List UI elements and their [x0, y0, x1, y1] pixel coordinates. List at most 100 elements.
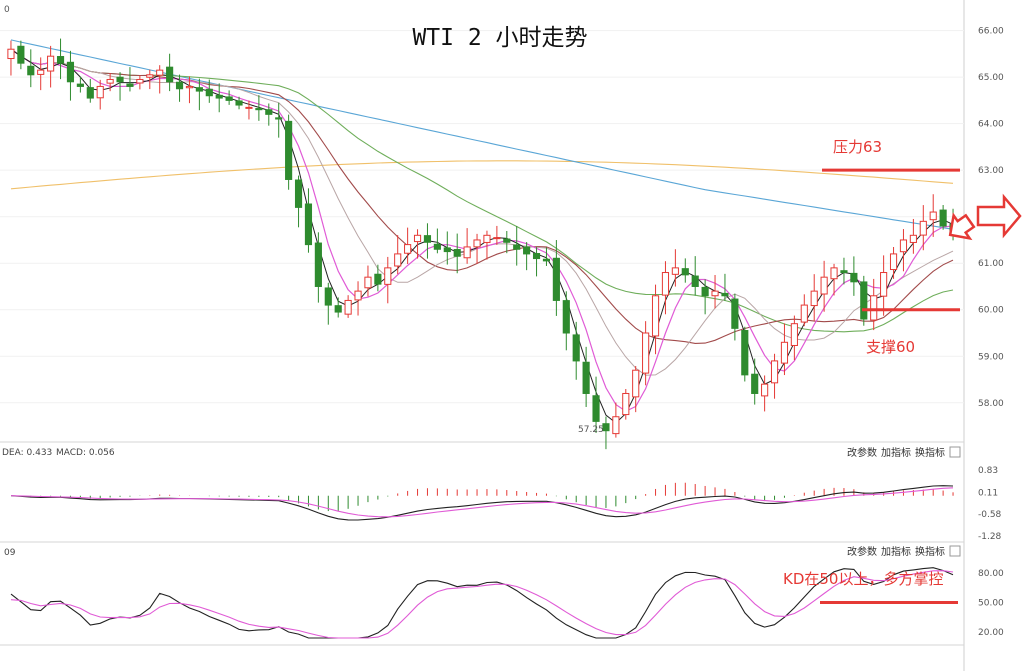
candle-body — [632, 369, 640, 398]
candle — [919, 205, 927, 251]
kd-d-line — [10, 570, 954, 639]
macd-tick-label: 0.11 — [978, 488, 998, 498]
candle — [86, 78, 94, 103]
macd-tick-label: 0.83 — [978, 466, 998, 476]
candle — [780, 323, 789, 376]
candle — [453, 233, 461, 274]
kd-close-icon[interactable] — [949, 545, 961, 557]
candle-body — [453, 249, 461, 257]
candle — [939, 205, 947, 230]
macd-close-icon[interactable] — [949, 446, 961, 458]
candle-body — [324, 287, 332, 306]
up-arrow-icon — [948, 212, 976, 241]
candle — [225, 90, 233, 105]
ma250-line — [10, 160, 954, 190]
candle — [701, 279, 709, 315]
candle-body — [711, 290, 719, 297]
candle-body — [870, 295, 878, 321]
candle — [582, 346, 590, 407]
kd-add-indicator-button[interactable]: 加指标 — [881, 545, 911, 558]
candle — [503, 230, 511, 254]
candle-body — [17, 45, 25, 64]
candle — [880, 255, 888, 316]
price-tick-label: 63.00 — [978, 166, 1004, 176]
kd-change-params-button[interactable]: 改参数 — [847, 545, 877, 558]
candle-body — [473, 239, 481, 248]
candle-body — [235, 100, 243, 106]
candle-body — [463, 246, 471, 259]
candle-body — [86, 87, 94, 99]
candle — [156, 65, 164, 94]
candle — [850, 256, 858, 296]
candle-body — [840, 270, 848, 274]
macd-switch-indicator-button[interactable]: 换指标 — [915, 446, 945, 459]
kd-k-line — [10, 567, 954, 639]
candle-body — [810, 290, 818, 307]
candle — [889, 246, 898, 279]
candle — [354, 281, 362, 316]
candle-body — [503, 238, 511, 243]
macd-dea-label: DEA: 0.433 — [2, 448, 52, 458]
candle-body — [384, 267, 392, 285]
candle — [136, 75, 144, 90]
candle-body — [334, 305, 342, 313]
trend-arrow-icons — [948, 193, 1022, 241]
candle-body — [513, 244, 521, 250]
candle-body — [215, 94, 223, 99]
macd-change-params-button[interactable]: 改参数 — [847, 446, 877, 459]
candle — [146, 69, 154, 90]
candle — [860, 275, 868, 326]
candle-body — [265, 109, 273, 115]
candle — [7, 40, 15, 76]
kd-panel: 80.00 50.00 20.00 — [10, 567, 1004, 639]
candle-body — [205, 88, 213, 97]
candle — [175, 74, 184, 102]
candle-body — [651, 295, 660, 337]
candle — [384, 256, 392, 304]
candle-body — [394, 253, 402, 267]
candle-body — [225, 96, 233, 101]
candle — [790, 315, 798, 361]
candle — [37, 57, 45, 91]
candle — [731, 293, 739, 341]
candle-body — [642, 332, 650, 374]
candle-body — [404, 244, 412, 254]
candle-body — [929, 211, 937, 221]
candle-body — [156, 69, 164, 76]
candle — [612, 402, 620, 438]
candle — [235, 96, 243, 110]
candle-body — [146, 74, 154, 78]
candle — [602, 416, 610, 450]
candle-body — [661, 272, 670, 296]
candle-body — [681, 268, 689, 276]
candle-body — [850, 272, 858, 283]
candle — [473, 233, 481, 264]
candle-body — [413, 234, 422, 243]
candle — [542, 247, 551, 266]
candle — [116, 72, 124, 101]
candle — [770, 353, 779, 399]
kd-switch-indicator-button[interactable]: 换指标 — [915, 545, 945, 558]
candle — [17, 40, 25, 70]
candle — [215, 83, 223, 113]
support-resistance-levels — [822, 168, 960, 312]
macd-add-indicator-button[interactable]: 加指标 — [881, 446, 911, 459]
macd-dif-line — [10, 485, 954, 521]
candle — [255, 95, 263, 121]
candle-body — [701, 286, 709, 297]
candle — [830, 263, 838, 296]
candle-body — [622, 392, 630, 416]
candle-body — [255, 108, 263, 111]
candle-body — [56, 56, 65, 64]
candle — [96, 79, 104, 110]
candle-body — [592, 395, 600, 422]
kd-tick-label: 50.00 — [978, 598, 1004, 608]
candlestick-series — [7, 38, 957, 450]
price-tick-label: 61.00 — [978, 259, 1004, 269]
candle — [56, 38, 65, 80]
candle — [532, 247, 541, 277]
candle — [493, 225, 501, 245]
candle-body — [830, 267, 838, 280]
candle — [820, 260, 828, 312]
candle — [27, 49, 35, 88]
